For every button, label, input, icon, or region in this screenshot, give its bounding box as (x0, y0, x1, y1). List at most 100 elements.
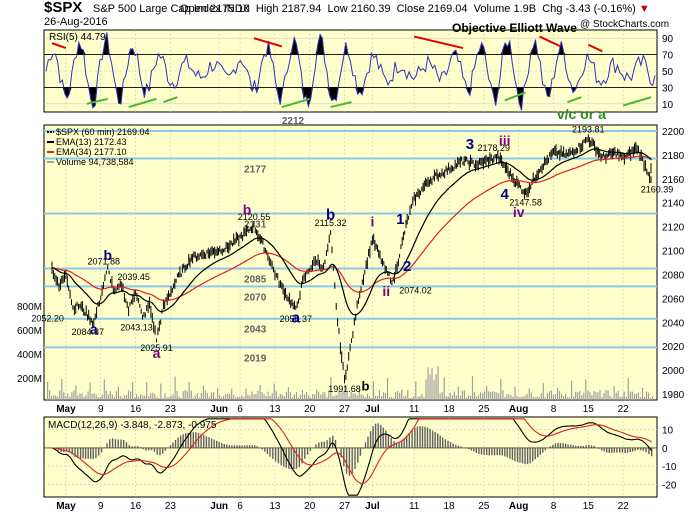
volume-bar (589, 392, 591, 400)
volume-bar (625, 396, 627, 400)
macd-hist-bar (125, 442, 128, 448)
volume-bar (198, 397, 200, 400)
x-day-label: 20 (304, 404, 316, 415)
macd-hist-bar (557, 442, 559, 448)
volume-bar (277, 397, 279, 400)
macd-hist-bar (306, 447, 309, 455)
volume-bar (366, 393, 368, 400)
volume-bar (500, 379, 502, 400)
volume-bar (520, 396, 522, 400)
macd-hist-bar (534, 447, 536, 460)
price-annotation: 2193.81 (572, 124, 605, 134)
x-day-label: 8 (551, 501, 557, 512)
volume-bar (170, 395, 172, 400)
volume-bar (241, 395, 243, 400)
volume-bar (204, 390, 206, 400)
macd-hist-bar (544, 447, 546, 451)
volume-bar (210, 392, 213, 400)
macd-hist-bar (150, 447, 153, 451)
x-day-label: 18 (443, 501, 455, 512)
macd-tick-label: 10 (662, 426, 674, 437)
macd-hist-bar (290, 447, 293, 470)
rsi-trendline-green (567, 96, 582, 104)
volume-bar (641, 387, 644, 400)
volume-bar (413, 396, 415, 400)
volume-bar (190, 390, 192, 400)
x-month-label: Aug (509, 501, 528, 512)
price-tick-label: 2100 (662, 247, 685, 258)
volume-bar (597, 392, 599, 400)
macd-hist-bar (359, 447, 362, 456)
macd-hist-bar (315, 444, 317, 448)
macd-hist-bar (624, 447, 626, 453)
volume-bar (623, 391, 625, 400)
macd-hist-bar (468, 447, 470, 450)
volume-bar (510, 395, 512, 400)
macd-hist-bar (390, 437, 392, 448)
volume-label: Volume (473, 3, 511, 15)
volume-bar (158, 398, 160, 400)
macd-hist-bar (632, 447, 634, 452)
macd-hist-bar (340, 447, 342, 458)
rsi-trendline-green (86, 97, 108, 105)
macd-hist-bar (452, 443, 454, 448)
volume-bar (138, 396, 140, 400)
wave-label: 1 (396, 211, 404, 228)
macd-hist-bar (478, 447, 480, 454)
macd-hist-bar (554, 443, 557, 448)
macd-hist-bar (221, 442, 223, 448)
volume-bar (471, 376, 474, 400)
macd-hist-bar (82, 447, 84, 459)
volume-bar (552, 394, 554, 400)
macd-hist-bar (228, 445, 231, 448)
volume-bar (526, 394, 528, 400)
macd-hist-bar (483, 447, 485, 455)
volume-bar (109, 391, 111, 400)
close-value: 2169.04 (427, 3, 468, 15)
volume-bar (150, 393, 152, 400)
volume-bar (291, 397, 293, 400)
x-day-label: 13 (269, 501, 281, 512)
volume-bar (154, 394, 156, 400)
volume-bar (308, 395, 310, 400)
rsi-trendline-green (330, 101, 352, 109)
price-tick-label: 2160 (662, 175, 685, 186)
volume-bar (423, 397, 425, 400)
price-tick-label: 1980 (662, 390, 685, 401)
volume-bar (223, 395, 225, 400)
price-annotation: 2043.13 (120, 323, 153, 333)
price-annotation: 2074.02 (399, 286, 432, 296)
volume-bar (318, 391, 320, 400)
volume-bar (219, 395, 221, 400)
volume-bar (265, 396, 267, 400)
macd-hist-bar (153, 447, 156, 452)
x-day-label: 25 (478, 404, 490, 415)
macd-hist-bar (588, 444, 590, 448)
volume-bar (285, 391, 287, 400)
macd-hist-bar (231, 445, 233, 448)
volume-bar (127, 390, 130, 400)
volume-bar (524, 395, 526, 400)
level-label: 2019 (244, 353, 267, 364)
volume-bar (548, 391, 550, 400)
macd-hist-bar (190, 432, 192, 448)
macd-hist-bar (501, 447, 503, 456)
volume-bar (370, 398, 372, 400)
level-label: 2131 (244, 219, 267, 230)
macd-hist-bar (559, 443, 562, 448)
x-month-label: May (56, 404, 76, 415)
price-annotation: 2050.37 (280, 314, 313, 324)
volume-bar (538, 397, 540, 400)
macd-hist-bar (462, 447, 465, 448)
volume-bar (540, 393, 542, 400)
macd-hist-bar (156, 447, 158, 455)
macd-hist-bar (372, 426, 374, 448)
volume-bar (554, 394, 557, 400)
volume-bar (73, 390, 75, 400)
macd-hist-bar (421, 426, 424, 448)
x-month-label: Jun (210, 501, 228, 512)
macd-hist-bar (431, 430, 434, 448)
volume-bar (123, 395, 126, 400)
volume-bar (233, 395, 235, 400)
rsi-trendline-red (587, 43, 603, 53)
